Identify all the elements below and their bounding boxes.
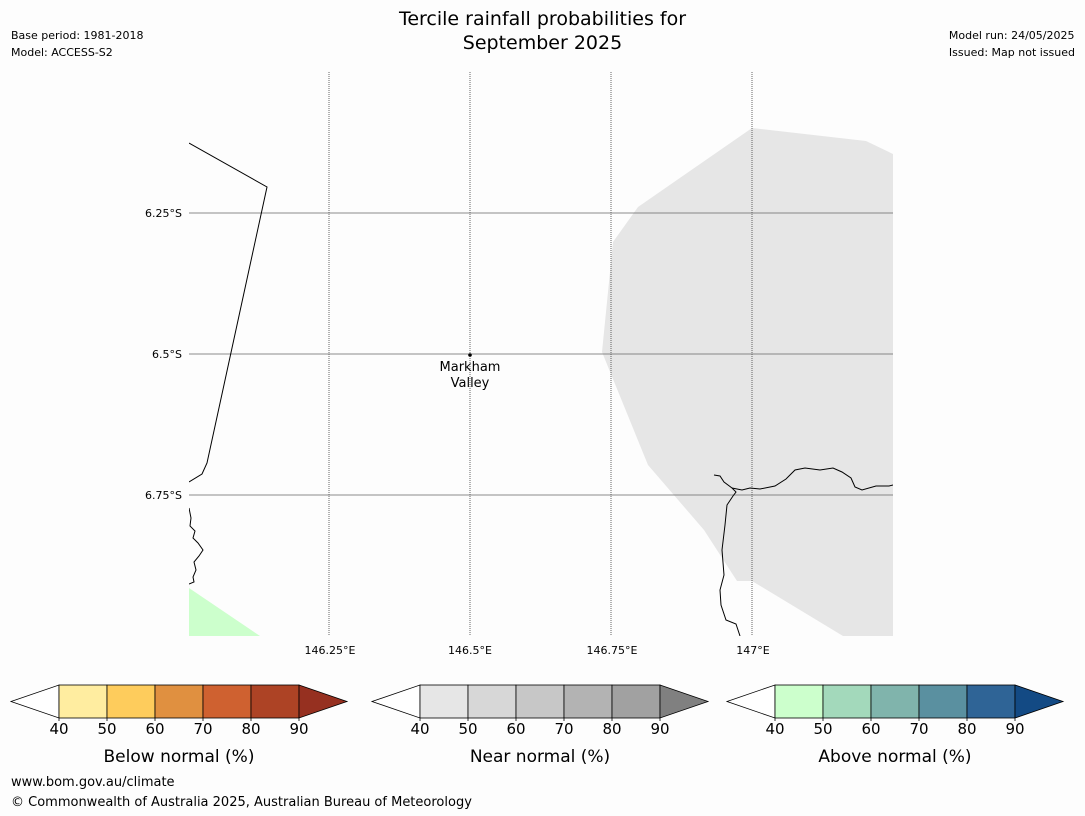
footer-url: www.bom.gov.au/climate — [11, 775, 175, 790]
colorbar-tick-label: 70 — [554, 720, 573, 738]
district-boundary — [189, 142, 268, 483]
model-text: Model: ACCESS-S2 — [11, 46, 113, 59]
colorbar-tick-label: 50 — [458, 720, 477, 738]
colorbar-above-normal: 40 50 60 70 80 90 Above normal (%) — [725, 684, 1065, 767]
lon-label: 147°E — [736, 644, 769, 657]
colorbar-near-normal: 40 50 60 70 80 90 Near normal (%) — [370, 684, 710, 767]
colorbar-tick-label: 50 — [97, 720, 116, 738]
colorbar-tick-label: 90 — [1005, 720, 1024, 738]
title-line-2: September 2025 — [462, 32, 623, 54]
colorbar-tick-label: 40 — [765, 720, 784, 738]
lat-labels: 6.25°S 6.5°S 6.75°S — [145, 207, 182, 502]
colorbar-tick-label: 90 — [289, 720, 308, 738]
colorbar-over-triangle — [1014, 684, 1065, 719]
coastline-gulf — [731, 467, 893, 491]
lon-label: 146.5°E — [448, 644, 492, 657]
lon-labels: 146.25°E 146.5°E 146.75°E 147°E — [305, 644, 770, 657]
colorbar-label: Near normal (%) — [470, 747, 610, 767]
above-normal-region — [189, 588, 260, 636]
colorbar-segment — [154, 684, 204, 719]
location-marker — [468, 353, 472, 357]
colorbar-segment — [202, 684, 252, 719]
colorbar-segment — [611, 684, 661, 719]
colorbar-segment — [966, 684, 1016, 719]
colorbar-over-triangle — [659, 684, 710, 719]
colorbar-tick-label: 70 — [193, 720, 212, 738]
colorbar-label: Above normal (%) — [818, 747, 971, 767]
lat-label: 6.75°S — [145, 489, 182, 502]
colorbar-segment — [250, 684, 300, 719]
colorbar-tick-label: 50 — [813, 720, 832, 738]
near-normal-region — [602, 128, 893, 636]
map-panel: Markham Valley 6.25°S 6.5°S 6.75°S 146.2… — [145, 72, 893, 657]
colorbar-segment — [58, 684, 108, 719]
colorbar-tick-label: 60 — [861, 720, 880, 738]
place-label-line-1: Markham — [440, 360, 501, 375]
lon-label: 146.25°E — [305, 644, 356, 657]
colorbar-segment — [467, 684, 517, 719]
lat-label: 6.5°S — [152, 348, 182, 361]
boundaries — [189, 142, 893, 636]
lon-label: 146.75°E — [587, 644, 638, 657]
colorbar-tick-label: 60 — [145, 720, 164, 738]
place-label-line-2: Valley — [451, 376, 490, 391]
title-line-1: Tercile rainfall probabilities for — [398, 8, 687, 30]
colorbar-tick-label: 40 — [410, 720, 429, 738]
colorbar-segment — [563, 684, 613, 719]
colorbar-over-triangle — [298, 684, 349, 719]
colorbar-tick-label: 90 — [650, 720, 669, 738]
colorbar-segment — [515, 684, 565, 719]
colorbar-tick-label: 80 — [602, 720, 621, 738]
colorbar-segment — [870, 684, 920, 719]
coastline-left — [189, 507, 204, 585]
colorbar-legends: 40 50 60 70 80 90 Below normal (%) 40 50 60 70 80 9… — [9, 684, 1065, 767]
colorbar-under-triangle — [9, 684, 60, 719]
colorbar-under-triangle — [370, 684, 421, 719]
footer-copyright: © Commonwealth of Australia 2025, Austra… — [11, 795, 472, 810]
base-period-text: Base period: 1981-2018 — [11, 29, 144, 42]
colorbar-segment — [822, 684, 872, 719]
colorbar-segment — [774, 684, 824, 719]
colorbar-tick-label: 60 — [506, 720, 525, 738]
colorbar-tick-label: 80 — [241, 720, 260, 738]
colorbar-under-triangle — [725, 684, 776, 719]
colorbar-label: Below normal (%) — [104, 747, 255, 767]
colorbar-segment — [419, 684, 469, 719]
colorbar-tick-label: 40 — [49, 720, 68, 738]
colorbar-segment — [918, 684, 968, 719]
colorbar-below-normal: 40 50 60 70 80 90 Below normal (%) — [9, 684, 349, 767]
model-run-text: Model run: 24/05/2025 — [948, 29, 1075, 42]
colorbar-tick-label: 70 — [909, 720, 928, 738]
lat-label: 6.25°S — [145, 207, 182, 220]
colorbar-segment — [106, 684, 156, 719]
gridlines — [189, 212, 893, 496]
map-area: Markham Valley — [189, 72, 893, 636]
map-title: Tercile rainfall probabilities for Septe… — [0, 7, 1085, 55]
header-right: Model run: 24/05/2025 Issued: Map not is… — [949, 27, 1075, 61]
colorbar-tick-label: 80 — [957, 720, 976, 738]
issued-text: Issued: Map not issued — [948, 46, 1075, 59]
header-left: Base period: 1981-2018 Model: ACCESS-S2 — [11, 27, 143, 61]
coastline-right — [713, 474, 741, 636]
